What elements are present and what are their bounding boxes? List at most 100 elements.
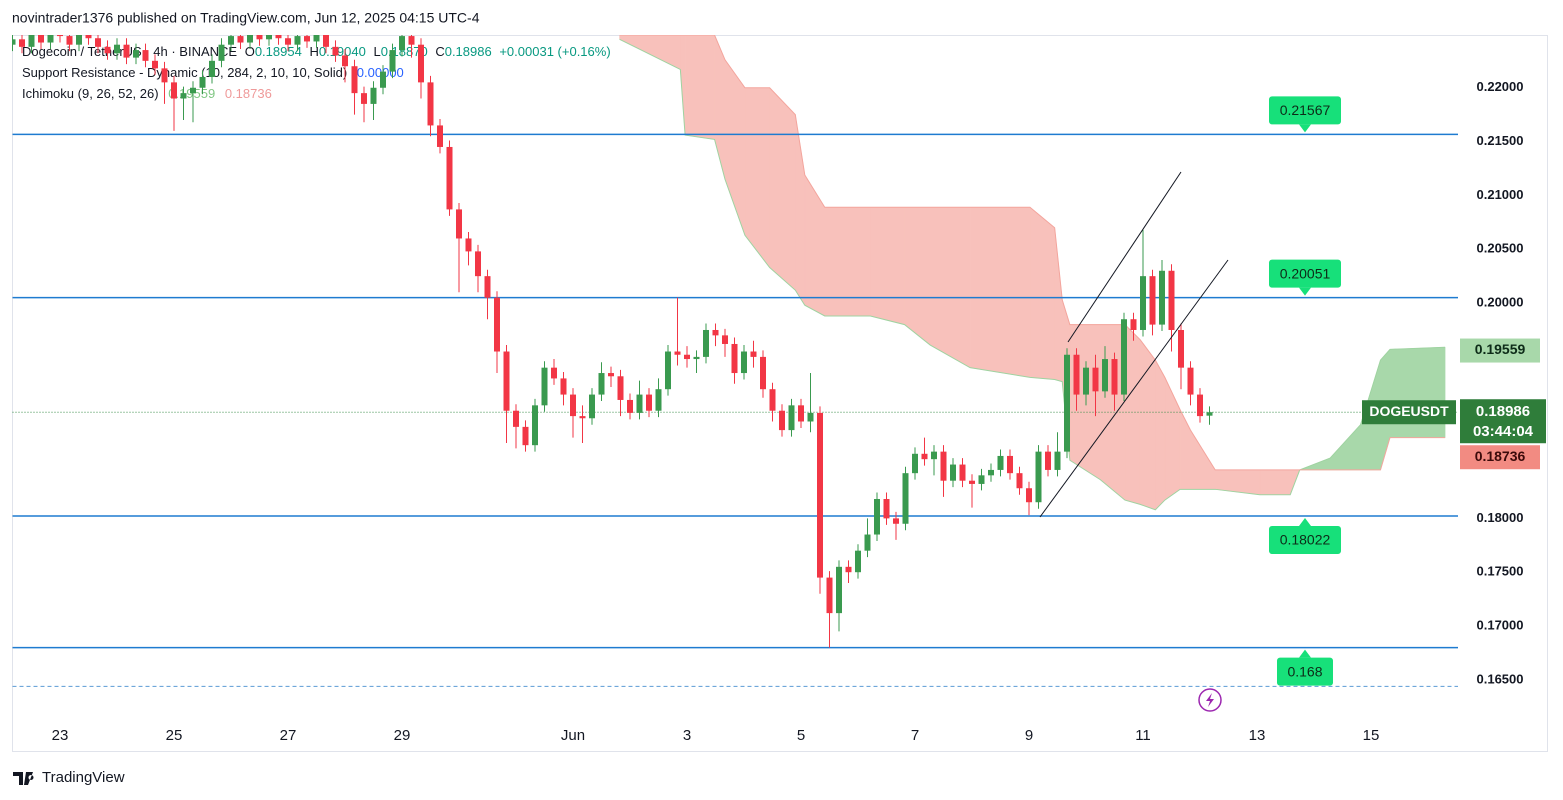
trend-line <box>1039 259 1229 518</box>
candle-body <box>779 410 785 431</box>
candle-body <box>171 82 177 99</box>
candle-body <box>627 399 633 413</box>
candle-body <box>693 356 700 360</box>
candle-body <box>1111 359 1118 395</box>
candle-body <box>47 35 54 43</box>
candle-body <box>399 36 405 51</box>
x-tick-label: 5 <box>797 727 805 744</box>
candle-body <box>370 87 377 104</box>
candle-body <box>342 55 348 67</box>
x-tick-label: 11 <box>1135 727 1151 744</box>
candle-body <box>95 38 101 47</box>
symbol: Dogecoin / TetherUS · 4h · BINANCE <box>22 44 237 59</box>
candle-body <box>541 367 548 406</box>
alert-icon[interactable] <box>1198 688 1222 712</box>
candle-body <box>570 394 576 417</box>
candle-body <box>484 276 491 298</box>
cloud-segment <box>1259 469 1291 495</box>
candle-body <box>1035 451 1042 503</box>
candle-body <box>1092 367 1099 392</box>
candle-body <box>921 453 928 460</box>
y-tick-label: 0.16500 <box>1477 671 1524 686</box>
candle-body <box>798 405 804 422</box>
x-tick-label: 13 <box>1249 727 1266 744</box>
candle-body <box>304 36 310 42</box>
candle-body <box>237 36 244 43</box>
candle-body <box>532 405 538 446</box>
x-tick-label: 23 <box>52 727 69 744</box>
cloud-segment <box>1139 338 1156 511</box>
candle-body <box>598 373 605 395</box>
candle-body <box>408 36 415 45</box>
candle-body <box>608 373 614 377</box>
ohlc-value: 0.18954 <box>255 44 302 59</box>
level-label-pointer <box>1299 287 1311 296</box>
level-label-box <box>1269 259 1341 288</box>
candle-body <box>674 351 681 355</box>
candle-body <box>950 464 956 481</box>
candle-body <box>85 35 92 39</box>
candle-body <box>38 35 44 43</box>
candle-body <box>66 36 73 45</box>
cloud-segment <box>870 207 905 325</box>
candle-body <box>836 566 842 614</box>
candle-body <box>228 36 234 45</box>
candle-body <box>817 412 823 578</box>
x-tick-label: 25 <box>166 727 183 744</box>
x-tick-label: 29 <box>394 727 411 744</box>
candle-body <box>522 426 529 446</box>
candle-body <box>285 38 291 45</box>
y-tick-label: 0.21500 <box>1477 133 1524 148</box>
candle-body <box>646 394 652 411</box>
candle-body <box>513 410 519 427</box>
candle-body <box>788 405 795 431</box>
candle-body <box>190 87 196 94</box>
candle-body <box>655 389 662 411</box>
candle-body <box>19 39 25 47</box>
candle-body <box>902 473 909 524</box>
candle-body <box>1149 276 1156 325</box>
trend-line <box>1067 171 1182 343</box>
level-label: 0.168 <box>1287 663 1322 679</box>
candle-body <box>161 68 168 83</box>
candle-body <box>1073 354 1080 395</box>
candle-body <box>703 329 709 357</box>
candle-body <box>313 35 320 42</box>
publish-header: novintrader1376 published on TradingView… <box>12 10 480 26</box>
candle-body <box>1016 473 1023 489</box>
candle-body <box>465 238 472 252</box>
cloud-segment <box>1124 323 1141 505</box>
candle-body <box>760 356 766 390</box>
candle-body <box>266 35 272 40</box>
x-tick-label: 15 <box>1363 727 1380 744</box>
candle-body <box>437 125 443 147</box>
candle-body <box>845 566 852 573</box>
lead-a-label-box <box>1460 338 1540 363</box>
symbol-label-box <box>1362 400 1456 425</box>
candle-body <box>722 335 728 344</box>
candle-body <box>589 394 595 419</box>
candle-body <box>294 36 301 45</box>
candle-body <box>617 376 624 400</box>
candle-body <box>769 389 776 411</box>
candle-body <box>180 93 187 99</box>
candle-body <box>456 209 462 239</box>
candle-body <box>883 499 890 519</box>
level-label-pointer <box>1299 518 1311 527</box>
candle-body <box>741 351 747 374</box>
candle-body <box>389 50 396 72</box>
y-tick-label: 0.18000 <box>1477 510 1524 525</box>
candle-body <box>988 469 994 476</box>
candle-body <box>864 534 871 551</box>
candle-body <box>142 50 149 61</box>
candle-body <box>12 39 16 45</box>
candle-body <box>361 93 367 104</box>
candle-body <box>218 44 225 61</box>
candle-body <box>1140 276 1146 330</box>
candle-body <box>1064 354 1070 452</box>
level-label: 0.20051 <box>1280 265 1331 281</box>
x-tick-label: Jun <box>561 727 585 744</box>
level-label: 0.18022 <box>1280 532 1331 548</box>
candle-body <box>503 351 510 411</box>
